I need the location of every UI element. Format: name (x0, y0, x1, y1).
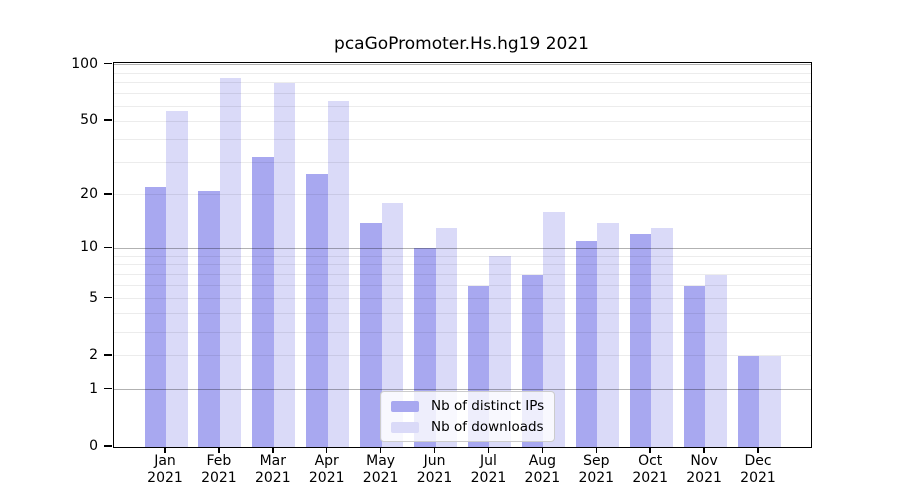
gridline-80 (114, 82, 811, 84)
chart-title: pcaGoPromoter.Hs.hg19 2021 (334, 34, 589, 54)
bar-downloads-apr (327, 101, 350, 447)
bar-downloads-mar (273, 82, 296, 447)
gridline-1 (114, 389, 811, 391)
bar-downloads-oct (651, 228, 673, 447)
y-tick-mark-1 (104, 387, 112, 390)
x-tick-mark-jan (164, 447, 166, 453)
x-tick-mark-jul (487, 447, 490, 453)
x-tick-mark-feb (218, 447, 220, 453)
y-tick-label-100: 100 (71, 55, 98, 72)
bar-distinct-ips-oct (629, 234, 652, 447)
y-tick-mark-0 (104, 445, 112, 447)
gridline-5 (114, 298, 811, 300)
x-tick-label-mar: Mar 2021 (254, 453, 291, 486)
x-tick-mark-aug (541, 447, 544, 453)
bar-downloads-may (381, 203, 404, 447)
x-tick-mark-dec (757, 447, 759, 453)
bar-distinct-ips-sep (575, 241, 598, 447)
gridline-90 (114, 72, 811, 74)
gridline-40 (114, 138, 811, 140)
bar-downloads-jan (166, 110, 188, 447)
y-tick-label-1: 1 (89, 380, 98, 397)
gridline-2 (114, 355, 811, 357)
y-tick-mark-10 (104, 246, 112, 249)
legend-label-downloads: Nb of downloads (431, 419, 544, 435)
legend-label-distinct-ips: Nb of distinct IPs (431, 398, 545, 414)
x-tick-mark-nov (703, 447, 705, 453)
gridline-8 (114, 264, 811, 266)
x-tick-label-sep: Sep 2021 (578, 453, 615, 486)
x-tick-label-jun: Jun 2021 (416, 453, 453, 486)
bar-distinct-ips-feb (198, 190, 220, 447)
legend-swatch-distinct-ips-icon (391, 400, 419, 412)
y-tick-label-2: 2 (89, 346, 98, 363)
x-tick-label-may: May 2021 (362, 453, 399, 486)
x-tick-label-nov: Nov 2021 (686, 453, 722, 486)
y-tick-label-20: 20 (80, 185, 98, 202)
x-tick-label-jul: Jul 2021 (470, 453, 507, 486)
bar-distinct-ips-apr (306, 173, 328, 447)
gridline-50 (114, 120, 811, 122)
gridline-20 (114, 194, 811, 196)
bar-distinct-ips-jan (144, 187, 166, 447)
y-tick-mark-100 (104, 62, 112, 65)
legend-item-distinct-ips: Nb of distinct IPs (391, 398, 544, 414)
y-tick-mark-20 (104, 193, 112, 195)
legend-item-downloads: Nb of downloads (391, 419, 544, 435)
gridline-7 (114, 274, 811, 276)
y-tick-mark-2 (104, 354, 112, 356)
y-tick-label-0: 0 (89, 438, 98, 454)
x-tick-mark-oct (649, 447, 651, 453)
x-tick-label-oct: Oct 2021 (632, 453, 668, 486)
y-tick-label-5: 5 (89, 289, 98, 306)
x-tick-mark-apr (325, 447, 328, 453)
legend-swatch-downloads-icon (391, 421, 419, 433)
y-tick-label-50: 50 (80, 112, 98, 129)
bar-downloads-sep (597, 222, 619, 447)
gridline-6 (114, 285, 811, 287)
bar-distinct-ips-dec (737, 355, 759, 447)
bar-downloads-nov (705, 274, 727, 447)
plot-area (113, 62, 812, 448)
x-tick-label-aug: Aug 2021 (524, 453, 561, 486)
gridline-60 (114, 105, 811, 107)
gridline-10 (114, 247, 811, 249)
bar-distinct-ips-may (360, 222, 382, 447)
grid-layer (114, 63, 811, 447)
x-tick-label-dec: Dec 2021 (740, 453, 776, 486)
y-tick-mark-5 (104, 296, 112, 299)
bar-downloads-feb (219, 77, 242, 447)
bar-downloads-aug (543, 212, 565, 447)
gridline-3 (114, 331, 811, 333)
x-tick-label-apr: Apr 2021 (308, 453, 345, 486)
legend: Nb of distinct IPs Nb of downloads (380, 391, 556, 442)
x-tick-mark-may (379, 447, 382, 453)
bar-distinct-ips-nov (683, 285, 706, 447)
gridline-4 (114, 313, 811, 315)
x-tick-mark-sep (595, 447, 598, 453)
x-tick-mark-mar (272, 447, 274, 453)
y-tick-label-10: 10 (80, 239, 98, 256)
x-tick-label-feb: Feb 2021 (201, 453, 237, 486)
gridline-100 (114, 64, 811, 66)
bar-distinct-ips-mar (252, 157, 274, 447)
x-tick-mark-jun (433, 447, 436, 453)
y-tick-mark-50 (104, 119, 112, 121)
x-tick-label-jan: Jan 2021 (147, 453, 183, 486)
gridline-9 (114, 255, 811, 257)
gridline-70 (114, 93, 811, 95)
gridline-30 (114, 161, 811, 163)
bar-downloads-dec (759, 355, 781, 447)
